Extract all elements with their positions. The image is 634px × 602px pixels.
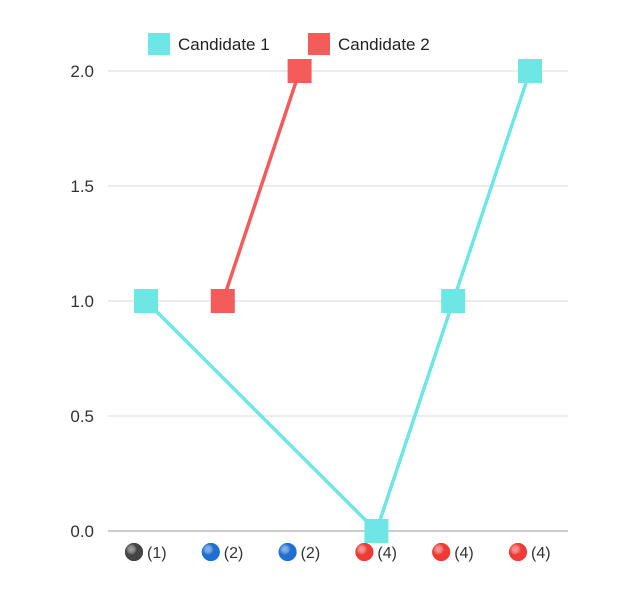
category-dot-highlight bbox=[432, 543, 451, 561]
category-dot-highlight bbox=[509, 543, 527, 561]
category-label: (1) bbox=[147, 545, 167, 562]
series-line-2 bbox=[221, 70, 302, 302]
category-label: (4) bbox=[454, 545, 474, 562]
category-dot-highlight bbox=[278, 543, 297, 561]
series-layer bbox=[134, 59, 542, 543]
legend-label: Candidate 1 bbox=[178, 35, 270, 54]
data-point-marker bbox=[364, 519, 389, 543]
category-dot-highlight bbox=[355, 543, 374, 561]
category-dot-highlight bbox=[125, 543, 143, 561]
category-label: (4) bbox=[531, 545, 551, 562]
data-point-marker bbox=[518, 59, 542, 83]
y-tick-label: 0.5 bbox=[70, 407, 94, 426]
y-tick-label: 2.0 bbox=[70, 62, 94, 81]
data-point-marker bbox=[287, 59, 312, 83]
category-label: (2) bbox=[224, 545, 244, 562]
legend-label: Candidate 2 bbox=[338, 35, 430, 54]
legend: Candidate 1 Candidate 2 bbox=[148, 33, 430, 55]
y-tick-label: 0.0 bbox=[70, 522, 94, 541]
series-line-1 bbox=[144, 70, 532, 533]
axis-layer: 0.0 0.5 1.0 1.5 2.0 bbox=[70, 62, 94, 541]
x-axis-categories: (1) (2) (2) (4) (4) (4) bbox=[125, 543, 551, 562]
y-tick-label: 1.0 bbox=[70, 292, 94, 311]
data-point-marker bbox=[441, 289, 466, 313]
legend-swatch bbox=[308, 33, 330, 55]
data-point-marker bbox=[134, 289, 158, 313]
y-tick-label: 1.5 bbox=[70, 177, 94, 196]
category-label: (2) bbox=[301, 545, 321, 562]
category-label: (4) bbox=[377, 545, 397, 562]
category-dot-highlight bbox=[201, 543, 220, 561]
data-point-marker bbox=[210, 289, 235, 313]
legend-swatch bbox=[148, 33, 170, 55]
grid-layer bbox=[108, 70, 568, 532]
